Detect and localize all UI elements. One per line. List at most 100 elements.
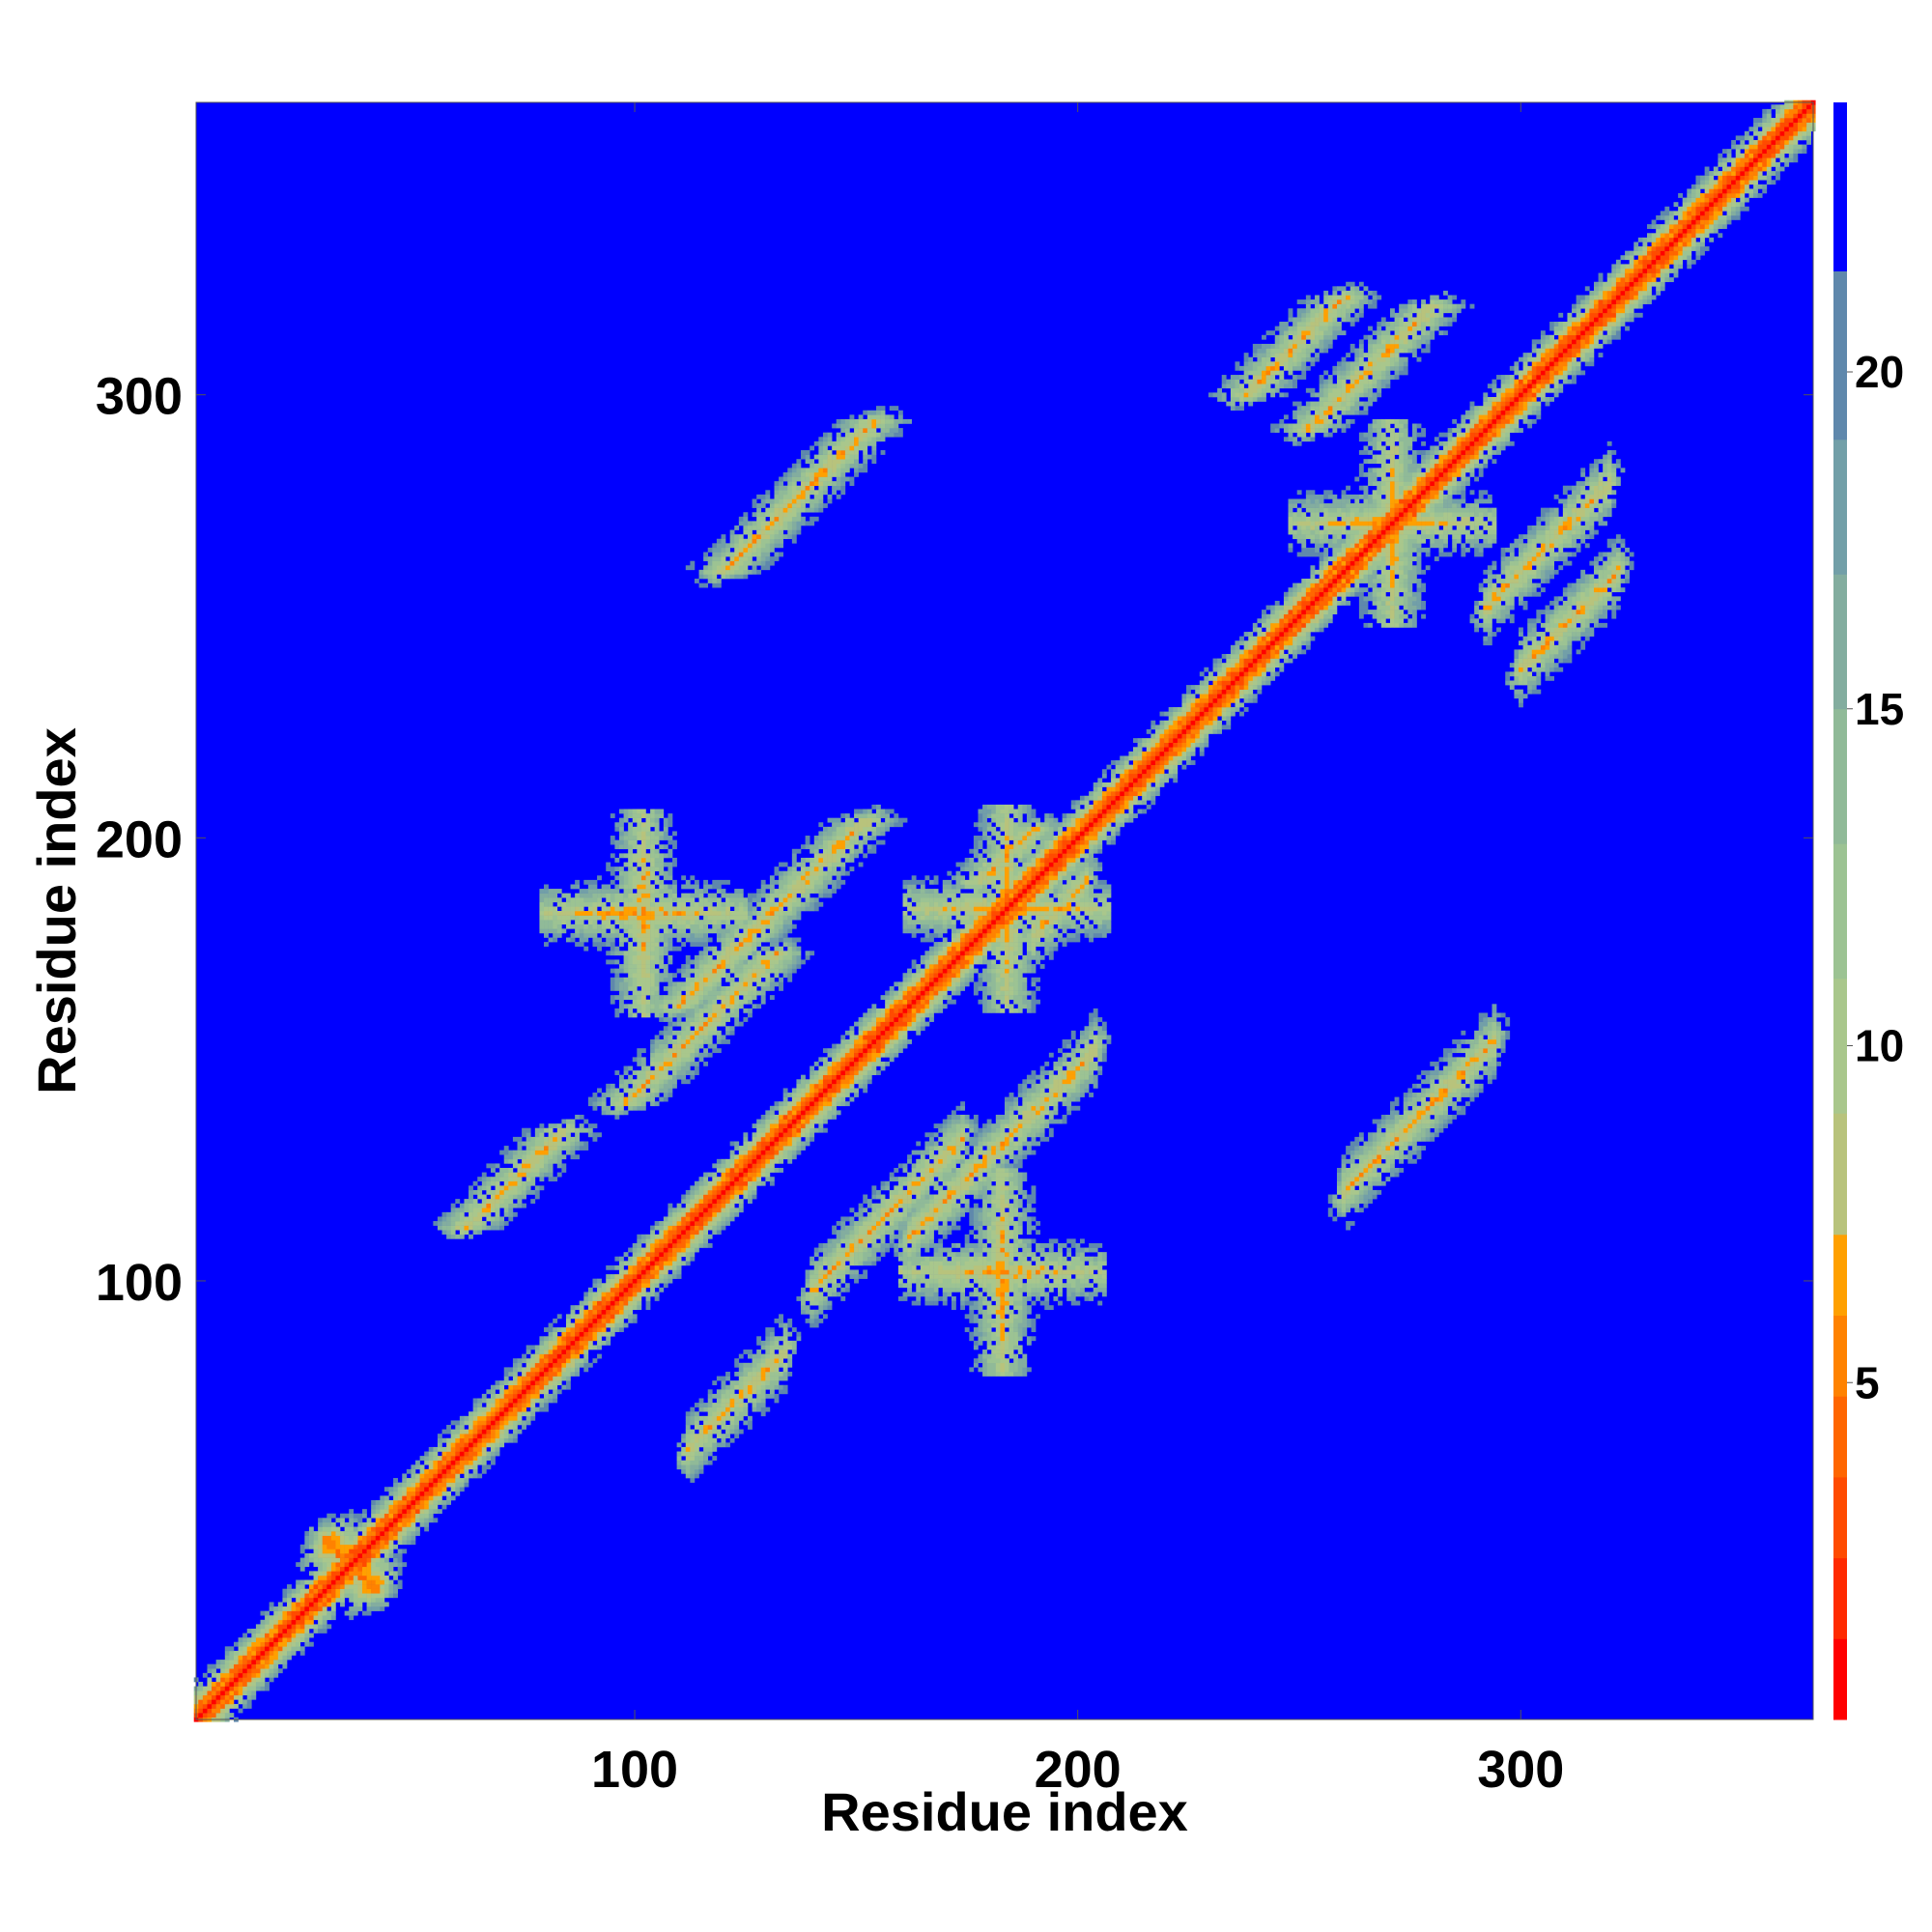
heatmap-cell bbox=[938, 1274, 944, 1279]
heatmap-cell bbox=[929, 995, 934, 1001]
heatmap-cell bbox=[287, 1637, 292, 1643]
heatmap-cell bbox=[565, 1362, 571, 1368]
heatmap-cell bbox=[787, 1141, 793, 1147]
heatmap-cell bbox=[760, 1154, 766, 1160]
heatmap-cell bbox=[601, 1331, 607, 1337]
heatmap-cell bbox=[752, 968, 757, 974]
heatmap-cell bbox=[929, 1225, 934, 1231]
heatmap-cell bbox=[880, 1238, 886, 1244]
heatmap-cell bbox=[690, 1203, 696, 1208]
heatmap-cell bbox=[694, 973, 699, 979]
heatmap-cell bbox=[503, 1411, 509, 1417]
heatmap-cell bbox=[623, 959, 629, 965]
heatmap-cell bbox=[707, 1004, 713, 1009]
heatmap-cell bbox=[832, 1287, 837, 1293]
heatmap-cell bbox=[530, 1199, 536, 1204]
heatmap-cell bbox=[495, 1442, 500, 1448]
heatmap-cell bbox=[265, 1646, 270, 1652]
heatmap-cell bbox=[734, 1384, 740, 1390]
heatmap-cell bbox=[885, 1026, 891, 1032]
heatmap-cell bbox=[503, 1154, 509, 1160]
heatmap-cell bbox=[863, 1043, 868, 1049]
heatmap-cell bbox=[694, 1446, 699, 1452]
heatmap-cell bbox=[544, 1353, 549, 1359]
heatmap-cell bbox=[703, 1216, 708, 1222]
heatmap-cell bbox=[924, 1185, 930, 1191]
heatmap-cell bbox=[499, 1406, 505, 1412]
heatmap-cell bbox=[628, 1296, 634, 1301]
heatmap-cell bbox=[650, 1088, 655, 1094]
heatmap-cell bbox=[503, 1199, 509, 1204]
heatmap-cell bbox=[472, 1406, 478, 1412]
heatmap-cell bbox=[889, 1230, 895, 1236]
heatmap-cell bbox=[287, 1655, 292, 1661]
heatmap-cell bbox=[738, 1353, 744, 1359]
heatmap-cell bbox=[322, 1579, 327, 1585]
heatmap-cell bbox=[441, 1482, 447, 1488]
heatmap-cell bbox=[690, 1048, 696, 1054]
heatmap-cell bbox=[517, 1141, 523, 1147]
heatmap-cell bbox=[495, 1451, 500, 1457]
heatmap-cell bbox=[681, 1437, 687, 1443]
heatmap-cell bbox=[610, 1305, 615, 1311]
heatmap-cell bbox=[632, 1004, 638, 1009]
heatmap-cell bbox=[668, 1208, 673, 1213]
heatmap-cell bbox=[313, 1597, 319, 1603]
heatmap-cell bbox=[640, 954, 646, 960]
heatmap-cell bbox=[287, 1650, 292, 1656]
heatmap-cell bbox=[517, 1203, 523, 1208]
heatmap-cell bbox=[597, 1096, 602, 1102]
heatmap-cell bbox=[632, 1256, 638, 1262]
heatmap-cell bbox=[827, 1252, 833, 1258]
heatmap-cell bbox=[522, 1158, 526, 1164]
heatmap-cell bbox=[822, 1283, 828, 1289]
heatmap-cell bbox=[640, 1083, 646, 1089]
heatmap-cell bbox=[668, 1274, 673, 1279]
heatmap-cell bbox=[712, 1163, 718, 1169]
heatmap-cell bbox=[734, 1380, 740, 1386]
heatmap-cell bbox=[769, 1362, 775, 1368]
heatmap-cell bbox=[894, 1211, 899, 1217]
heatmap-cell bbox=[597, 1101, 602, 1107]
heatmap-cell bbox=[587, 1340, 593, 1346]
heatmap-cell bbox=[676, 1252, 682, 1258]
heatmap-cell bbox=[246, 1637, 252, 1643]
heatmap-cell bbox=[676, 1238, 682, 1244]
heatmap-cell bbox=[265, 1624, 270, 1630]
heatmap-cell bbox=[938, 1136, 944, 1142]
heatmap-cell bbox=[774, 1105, 780, 1111]
heatmap-cell bbox=[738, 973, 744, 979]
heatmap-cell bbox=[810, 1261, 815, 1266]
heatmap-cell bbox=[380, 1562, 385, 1568]
heatmap-cell bbox=[291, 1588, 297, 1594]
heatmap-cell bbox=[618, 1004, 624, 1009]
heatmap-cell bbox=[885, 1039, 891, 1044]
heatmap-cell bbox=[512, 1367, 518, 1373]
heatmap-cell bbox=[729, 1189, 735, 1195]
heatmap-cell bbox=[380, 1544, 385, 1549]
heatmap-cell bbox=[477, 1216, 483, 1222]
heatmap-cell bbox=[729, 1177, 735, 1182]
heatmap-cell bbox=[556, 1327, 562, 1332]
heatmap-cell bbox=[707, 1172, 713, 1178]
heatmap-cell bbox=[255, 1655, 261, 1661]
heatmap-cell bbox=[260, 1646, 266, 1652]
heatmap-cell bbox=[548, 1158, 554, 1164]
heatmap-cell bbox=[796, 959, 802, 965]
heatmap-cell bbox=[495, 1425, 500, 1430]
heatmap-cell bbox=[676, 1004, 682, 1009]
heatmap-cell bbox=[729, 1194, 735, 1200]
heatmap-cell bbox=[393, 1575, 398, 1580]
heatmap-cell bbox=[747, 1350, 753, 1354]
heatmap-cell bbox=[441, 1429, 447, 1435]
heatmap-cell bbox=[238, 1660, 243, 1664]
heatmap-cell bbox=[712, 1177, 718, 1182]
heatmap-cell bbox=[534, 1362, 540, 1368]
heatmap-cell bbox=[357, 1535, 363, 1541]
heatmap-cell bbox=[322, 1597, 327, 1603]
heatmap-cell bbox=[942, 1150, 948, 1155]
heatmap-cell bbox=[721, 1411, 726, 1417]
heatmap-cell bbox=[313, 1606, 319, 1611]
heatmap-cell bbox=[668, 999, 673, 1005]
heatmap-cell bbox=[897, 1004, 903, 1009]
